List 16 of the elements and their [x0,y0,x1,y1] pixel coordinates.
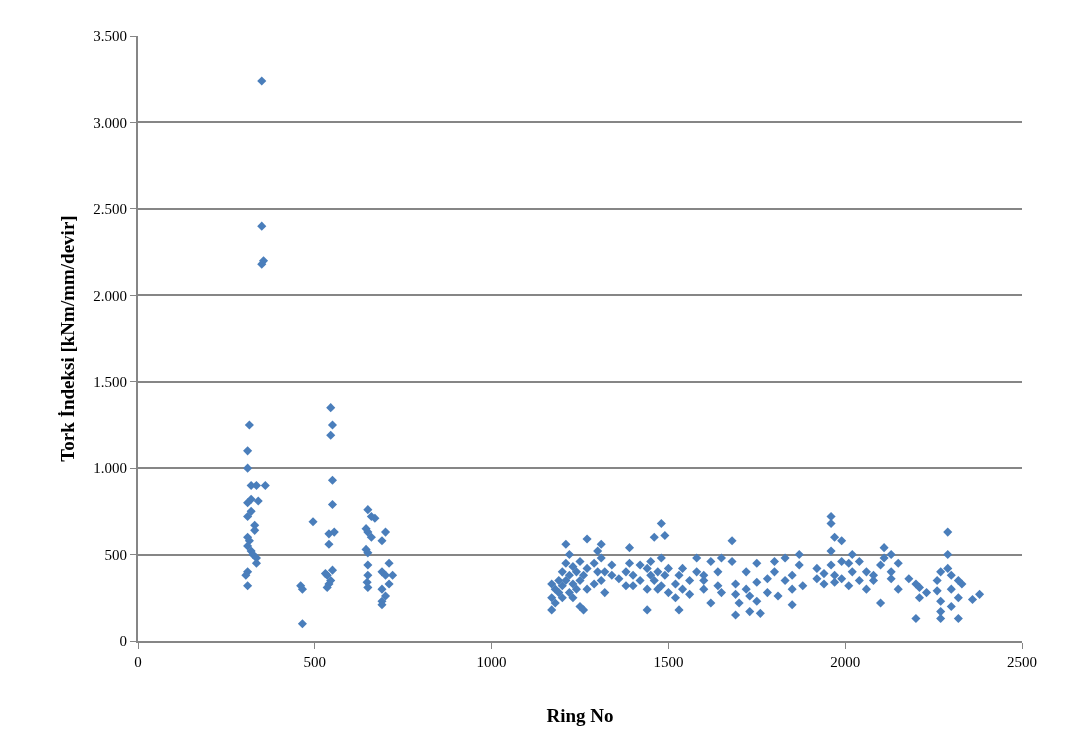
y-axis-title: Tork İndeksi [kNm/mm/devir] [56,215,78,462]
y-tick-label: 3.500 [93,28,127,45]
y-tick-label: 2.000 [93,287,127,304]
y-tick-label: 1.500 [93,373,127,390]
y-tick-label: 500 [104,546,127,563]
y-tick-label: 2.500 [93,201,127,218]
x-tick-label: 2500 [1007,654,1037,670]
y-tick-label: 3.000 [93,114,127,131]
y-tick-label: 0 [119,633,127,650]
x-tick-label: 2000 [830,654,861,670]
x-tick-label: 0 [134,654,142,670]
x-tick-label: 1500 [653,654,684,670]
x-axis-title: Ring No [546,705,614,727]
x-tick-label: 500 [303,654,327,670]
x-tick-label: 1000 [476,654,507,670]
y-tick-label: 1.000 [93,460,127,477]
